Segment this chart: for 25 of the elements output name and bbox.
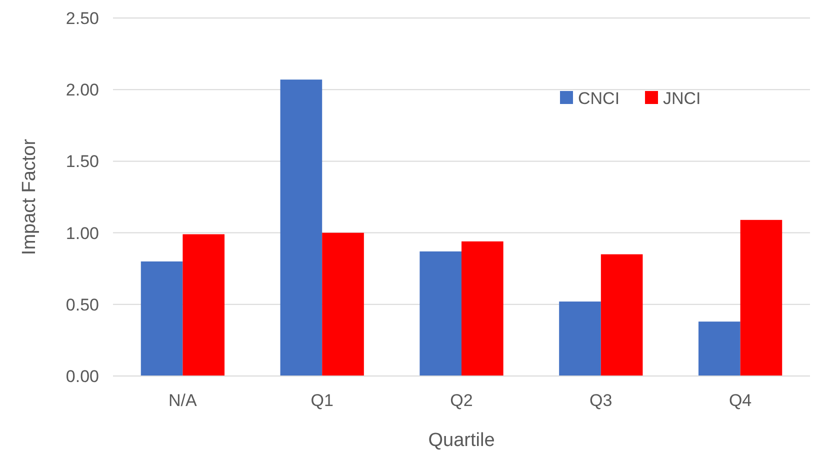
bar [182,234,225,376]
x-tick-label: N/A [168,391,198,410]
bar [420,251,462,376]
bar [559,302,601,376]
x-tick-label: Q2 [450,391,473,410]
x-tick-label: Q1 [310,391,334,410]
y-tick-label: 1.50 [66,152,99,172]
legend-label: CNCI [578,88,620,108]
x-tick-label: Q3 [590,391,612,410]
x-tick-label: Q4 [728,391,752,410]
y-tick-label: 2.00 [66,80,99,100]
y-tick-label: 0.00 [66,366,99,386]
bar [600,254,643,376]
y-tick-label: 1.00 [66,224,99,243]
bar [698,322,740,376]
bar [140,261,183,376]
legend-label: JNCI [663,88,701,108]
bar [462,241,504,376]
bar [322,232,364,376]
y-axis-title: Impact Factor [19,138,40,256]
y-tick-label: 2.50 [66,8,99,28]
bar [740,220,782,376]
bar [280,80,322,376]
y-tick-label: 0.50 [66,295,99,314]
x-axis-title: Quartile [428,430,495,451]
